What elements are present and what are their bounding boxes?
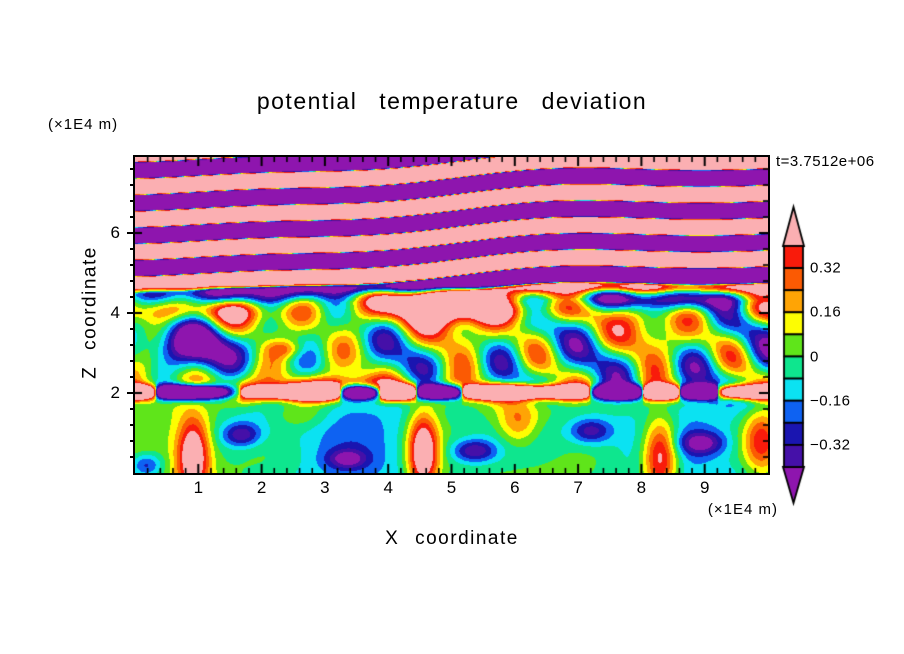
z-minor-tick <box>130 280 135 282</box>
z-axis-unit-label: (×1E4 m) <box>48 116 119 133</box>
x-tick-label: 6 <box>510 478 520 497</box>
chart-title: potential temperature deviation <box>256 88 648 114</box>
timestamp-label: t=3.7512e+06 <box>776 153 875 170</box>
x-tick-label: 8 <box>636 478 647 497</box>
z-tick-label: 2 <box>110 383 120 402</box>
x-axis-label: X coordinate <box>385 528 519 549</box>
z-minor-tick <box>130 248 135 250</box>
z-minor-tick <box>130 184 135 186</box>
colorbar-label: −0.32 <box>810 436 851 454</box>
colorbar <box>778 203 828 507</box>
z-tick-label: 4 <box>110 303 120 322</box>
z-minor-tick <box>130 200 135 202</box>
z-minor-tick <box>130 328 135 330</box>
z-minor-tick <box>130 408 135 410</box>
z-tick-label: 6 <box>110 223 120 242</box>
z-major-tick <box>127 392 135 394</box>
colorbar-label: 0 <box>810 348 819 365</box>
z-minor-tick <box>130 168 135 170</box>
x-tick-label: 3 <box>320 478 330 497</box>
z-minor-tick <box>130 264 135 266</box>
contour-field-canvas <box>135 157 768 473</box>
z-minor-tick <box>130 456 135 458</box>
x-tick-label: 7 <box>573 478 583 497</box>
z-minor-tick <box>130 360 135 362</box>
x-axis-unit-label: (×1E4 m) <box>707 501 778 518</box>
z-minor-tick <box>130 216 135 218</box>
z-major-tick <box>127 232 135 234</box>
plot-frame <box>133 155 770 475</box>
z-minor-tick <box>130 344 135 346</box>
x-tick-label: 2 <box>256 478 267 497</box>
z-minor-tick <box>130 424 135 426</box>
z-minor-tick <box>130 440 135 442</box>
colorbar-label: 0.16 <box>810 303 842 321</box>
z-minor-tick <box>130 376 135 378</box>
x-tick-label: 5 <box>446 478 457 497</box>
x-tick-label: 9 <box>699 478 710 497</box>
x-tick-label: 4 <box>383 478 393 497</box>
colorbar-label: 0.32 <box>810 259 842 277</box>
colorbar-label: −0.16 <box>810 392 851 410</box>
z-major-tick <box>127 312 135 314</box>
z-minor-tick <box>130 296 135 298</box>
x-tick-label: 1 <box>193 478 204 497</box>
